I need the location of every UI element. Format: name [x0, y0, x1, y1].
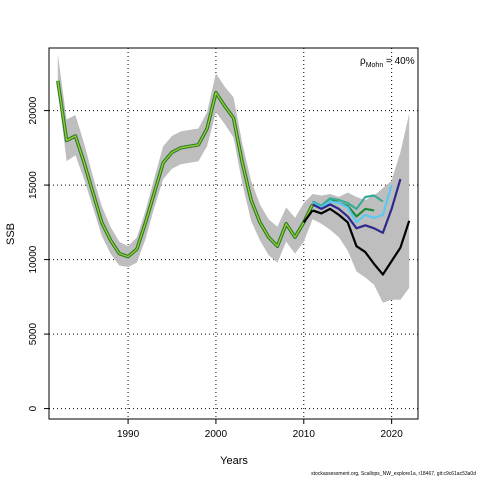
retrospective-series [302, 178, 411, 276]
plot-frame [48, 47, 419, 420]
y-tick-label-10000: 10000 [28, 245, 39, 273]
y-tick-label-5000: 5000 [28, 323, 39, 346]
confidence-band [57, 54, 410, 303]
confidence-envelope [57, 54, 410, 303]
y-axis: 0 5000 10000 15000 20000 [28, 96, 49, 411]
x-tick-label-2000: 2000 [205, 429, 228, 440]
x-tick-label-2010: 2010 [293, 429, 316, 440]
x-axis: 1990 2000 2010 2020 [117, 419, 403, 440]
x-axis-title: Years [220, 455, 248, 467]
retro-line-2021 [312, 178, 402, 234]
footer-credit: stockassessment.org, Scallops_NW_explore… [311, 471, 476, 477]
y-tick-label-0: 0 [28, 405, 39, 411]
retro-connector [302, 209, 314, 223]
retro-line-2022 [312, 207, 411, 276]
retro-line-2020 [312, 184, 393, 224]
y-tick-label-15000: 15000 [28, 171, 39, 199]
base-line-inner [57, 80, 314, 258]
rho-value: = 40% [383, 56, 415, 67]
x-tick-label-1990: 1990 [117, 429, 140, 440]
y-tick-label-20000: 20000 [28, 96, 39, 124]
x-tick-label-2020: 2020 [381, 429, 404, 440]
rho-subscript: Mohn [366, 62, 384, 69]
rho-symbol: ρ [360, 56, 366, 67]
y-axis-title: SSB [5, 223, 17, 245]
retro-line-2019 [312, 194, 384, 210]
mohn-rho-annotation: ρMohn = 40% [360, 56, 415, 69]
base-series [56, 80, 315, 259]
